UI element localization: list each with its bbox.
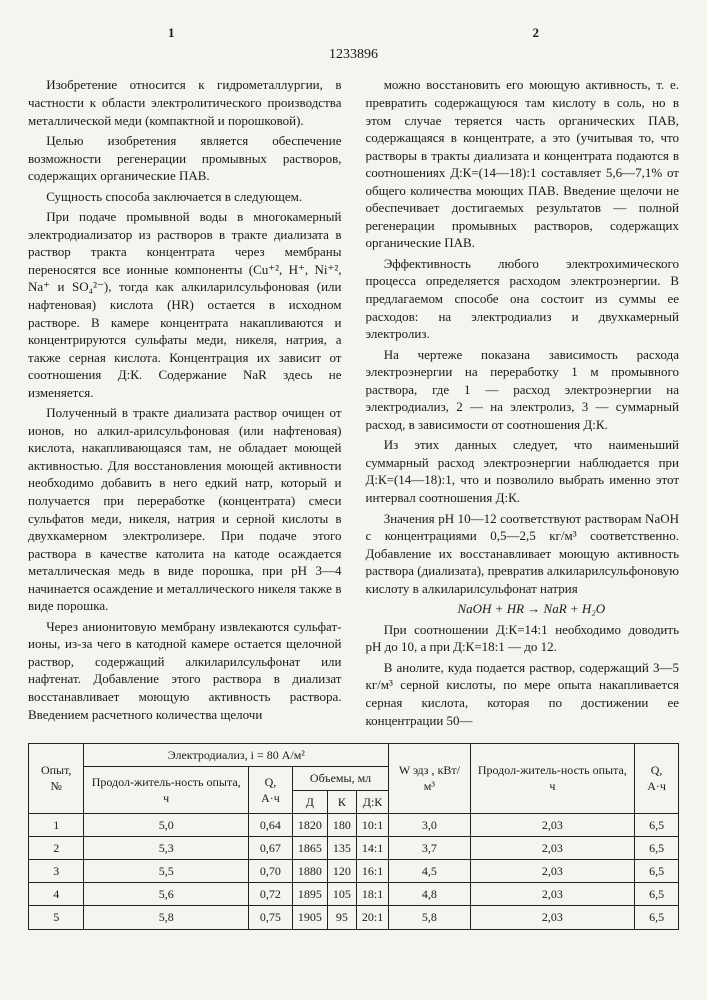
table-cell: 5,5 bbox=[84, 860, 249, 883]
table-row: 15,00,64182018010:13,02,036,5 bbox=[29, 813, 679, 836]
table-cell: 2,03 bbox=[470, 883, 635, 906]
table-cell: 6,5 bbox=[635, 883, 679, 906]
body-text: Изобретение относится к гидрометаллургии… bbox=[28, 76, 679, 729]
table-cell: 2,03 bbox=[470, 836, 635, 859]
table-row: 35,50,70188012016:14,52,036,5 bbox=[29, 860, 679, 883]
para-5: Полученный в тракте диализата раствор оч… bbox=[28, 404, 342, 615]
column-numbers: 1 2 bbox=[28, 24, 679, 42]
col-num-2: 2 bbox=[533, 24, 540, 42]
th-ed: Электродиализ, i = 80 А/м² bbox=[84, 744, 389, 767]
col-num-1: 1 bbox=[168, 24, 175, 42]
para-10: Из этих данных следует, что наименьший с… bbox=[366, 436, 680, 506]
para-2: Целью изобретения является обеспечение в… bbox=[28, 132, 342, 185]
th-d: Д bbox=[292, 790, 327, 813]
table-cell: 0,64 bbox=[248, 813, 292, 836]
table-cell: 4,8 bbox=[389, 883, 470, 906]
table-cell: 20:1 bbox=[356, 906, 388, 929]
th-dur2: Продол-житель-ность опыта, ч bbox=[470, 744, 635, 814]
para-6: Через анионитовую мембрану извлекаются с… bbox=[28, 618, 342, 723]
table-cell: 105 bbox=[327, 883, 356, 906]
table-cell: 5,8 bbox=[84, 906, 249, 929]
table-row: 45,60,72189510518:14,82,036,5 bbox=[29, 883, 679, 906]
table-cell: 5,0 bbox=[84, 813, 249, 836]
th-k: К bbox=[327, 790, 356, 813]
para-12: При соотношении Д:К=14:1 необходимо дово… bbox=[366, 621, 680, 656]
table-cell: 2,03 bbox=[470, 906, 635, 929]
table-cell: 16:1 bbox=[356, 860, 388, 883]
table-cell: 10:1 bbox=[356, 813, 388, 836]
table-cell: 2 bbox=[29, 836, 84, 859]
table-cell: 14:1 bbox=[356, 836, 388, 859]
table-cell: 1865 bbox=[292, 836, 327, 859]
th-w: W эдз , кВт/м³ bbox=[389, 744, 470, 814]
table-row: 55,80,7519059520:15,82,036,5 bbox=[29, 906, 679, 929]
th-dur1: Продол-житель-ность опыта, ч bbox=[84, 767, 249, 813]
table-cell: 18:1 bbox=[356, 883, 388, 906]
para-7: можно восстановить его моющую активность… bbox=[366, 76, 680, 251]
table-cell: 1895 bbox=[292, 883, 327, 906]
table-cell: 0,72 bbox=[248, 883, 292, 906]
th-q2: Q, А·ч bbox=[635, 744, 679, 814]
th-opyt: Опыт, № bbox=[29, 744, 84, 814]
para-13: В анолите, куда подается раствор, содерж… bbox=[366, 659, 680, 729]
para-1: Изобретение относится к гидрометаллургии… bbox=[28, 76, 342, 129]
table-cell: 120 bbox=[327, 860, 356, 883]
th-dk: Д:К bbox=[356, 790, 388, 813]
table-cell: 180 bbox=[327, 813, 356, 836]
table-cell: 2,03 bbox=[470, 813, 635, 836]
para-3: Сущность способа заключается в следующем… bbox=[28, 188, 342, 206]
table-cell: 6,5 bbox=[635, 813, 679, 836]
results-table: Опыт, № Электродиализ, i = 80 А/м² W эдз… bbox=[28, 743, 679, 930]
table-cell: 135 bbox=[327, 836, 356, 859]
table-cell: 6,5 bbox=[635, 860, 679, 883]
para-8: Эффективность любого электрохимического … bbox=[366, 255, 680, 343]
table-cell: 95 bbox=[327, 906, 356, 929]
table-cell: 1905 bbox=[292, 906, 327, 929]
table-cell: 5,3 bbox=[84, 836, 249, 859]
table-cell: 5,6 bbox=[84, 883, 249, 906]
table-cell: 0,70 bbox=[248, 860, 292, 883]
table-cell: 2,03 bbox=[470, 860, 635, 883]
table-cell: 4,5 bbox=[389, 860, 470, 883]
table-cell: 5,8 bbox=[389, 906, 470, 929]
table-header-row-1: Опыт, № Электродиализ, i = 80 А/м² W эдз… bbox=[29, 744, 679, 767]
table-cell: 0,75 bbox=[248, 906, 292, 929]
table-cell: 0,67 bbox=[248, 836, 292, 859]
table-cell: 6,5 bbox=[635, 906, 679, 929]
reaction-formula: NaOH + HR → NaR + H₂O bbox=[366, 600, 680, 618]
table-row: 25,30,67186513514:13,72,036,5 bbox=[29, 836, 679, 859]
table-cell: 1820 bbox=[292, 813, 327, 836]
table-cell: 4 bbox=[29, 883, 84, 906]
table-cell: 5 bbox=[29, 906, 84, 929]
table-cell: 1 bbox=[29, 813, 84, 836]
para-9: На чертеже показана зависимость расхода … bbox=[366, 346, 680, 434]
th-vol: Объемы, мл bbox=[292, 767, 388, 790]
table-cell: 3,0 bbox=[389, 813, 470, 836]
patent-number: 1233896 bbox=[28, 46, 679, 65]
table-cell: 3,7 bbox=[389, 836, 470, 859]
para-4: При подаче промывной воды в многокамерны… bbox=[28, 208, 342, 401]
table-cell: 6,5 bbox=[635, 836, 679, 859]
table-cell: 3 bbox=[29, 860, 84, 883]
table-cell: 1880 bbox=[292, 860, 327, 883]
th-q1: Q, А·ч bbox=[248, 767, 292, 813]
para-11: Значения pH 10—12 соответствуют раствора… bbox=[366, 510, 680, 598]
